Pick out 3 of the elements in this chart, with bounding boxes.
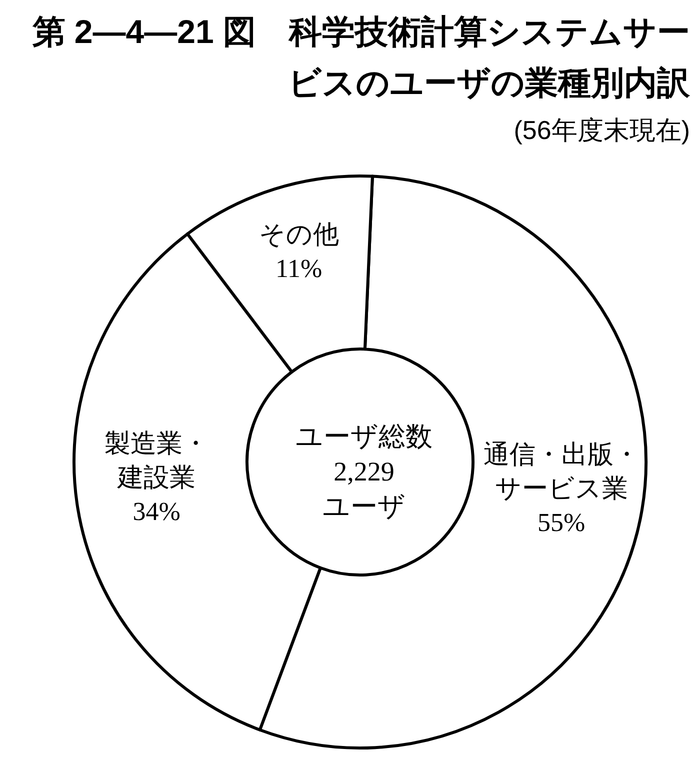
subtitle: (56年度末現在) xyxy=(514,115,690,145)
annotation: ユーザ総数 2,229 ユーザ xyxy=(296,420,432,524)
title: 第 2—4—21 図 科学技術計算システムサービスのユーザの業種別内訳 xyxy=(31,12,690,103)
